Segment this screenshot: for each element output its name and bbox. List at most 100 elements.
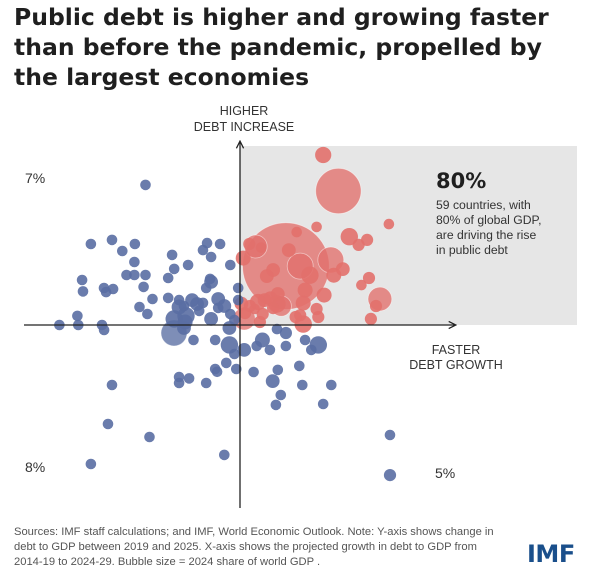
- blue-bubble: [121, 269, 132, 281]
- blue-bubble: [271, 323, 283, 335]
- blue-bubble: [204, 312, 219, 326]
- blue-bubble: [106, 234, 118, 246]
- blue-bubble: [193, 305, 205, 317]
- blue-bubble: [168, 263, 180, 275]
- blue-bubble: [200, 282, 212, 294]
- x-axis-label-line-2: DEBT GROWTH: [409, 358, 503, 372]
- blue-bubble: [85, 238, 97, 250]
- blue-bubble: [219, 449, 230, 461]
- blue-bubble: [212, 302, 224, 314]
- red-bubble: [253, 315, 266, 329]
- red-bubble: [295, 295, 311, 311]
- y-axis-label-line-2: DEBT INCREASE: [194, 120, 295, 134]
- red-bubble: [289, 310, 302, 324]
- quadrant-label-top-left: 7%: [25, 170, 45, 186]
- blue-bubble: [140, 179, 151, 191]
- blue-bubble: [232, 282, 244, 294]
- blue-bubble: [182, 259, 194, 271]
- blue-bubble: [188, 334, 199, 346]
- blue-bubble: [270, 399, 282, 411]
- y-axis-label-line-1: HIGHER: [220, 104, 269, 118]
- blue-bubble: [205, 251, 217, 263]
- callout-line-1: 59 countries, with: [436, 198, 531, 212]
- blue-bubble: [221, 357, 232, 369]
- callout-line-4: in public debt: [436, 243, 508, 257]
- blue-bubble: [251, 340, 262, 352]
- blue-bubble: [76, 274, 88, 286]
- blue-bubble: [72, 310, 83, 322]
- blue-bubble: [383, 469, 397, 482]
- blue-bubble: [106, 379, 118, 391]
- blue-bubble: [229, 348, 240, 360]
- blue-bubble: [173, 377, 185, 389]
- blue-bubble: [280, 340, 292, 352]
- blue-bubble: [142, 308, 153, 320]
- blue-bubble: [85, 458, 97, 470]
- blue-bubble: [326, 379, 337, 391]
- blue-bubble: [275, 389, 287, 401]
- red-bubble: [259, 269, 274, 283]
- red-bubble: [311, 221, 322, 233]
- blue-bubble: [162, 292, 174, 304]
- red-bubble: [291, 226, 303, 238]
- blue-bubble: [77, 286, 89, 297]
- blue-bubble: [384, 429, 396, 441]
- red-bubble: [263, 291, 278, 306]
- blue-bubble: [264, 344, 276, 356]
- blue-bubble: [272, 364, 284, 376]
- chart-title: Public debt is higher and growing faster…: [14, 3, 549, 91]
- blue-bubble: [98, 324, 110, 336]
- red-bubble: [281, 243, 296, 257]
- blue-bubble: [279, 326, 292, 340]
- blue-bubble: [144, 431, 155, 443]
- blue-bubble: [100, 286, 112, 298]
- red-bubble: [383, 218, 395, 230]
- blue-bubble: [183, 373, 195, 384]
- red-bubble: [267, 302, 280, 315]
- red-bubble: [235, 250, 251, 266]
- blue-bubble: [231, 363, 242, 375]
- blue-bubble: [129, 256, 140, 268]
- red-bubble: [364, 312, 377, 325]
- red-bubble: [239, 307, 252, 320]
- blue-bubble: [209, 334, 221, 346]
- blue-bubble: [200, 377, 212, 389]
- red-bubble: [315, 146, 332, 164]
- callout-value: 80%: [436, 169, 486, 193]
- bubble-chart: HIGHER DEBT INCREASE FASTER DEBT GROWTH …: [24, 104, 577, 508]
- red-bubble: [340, 228, 358, 246]
- blue-bubble: [237, 343, 252, 357]
- blue-bubble: [229, 314, 240, 326]
- red-bubble: [316, 287, 332, 303]
- blue-bubble: [166, 249, 178, 261]
- blue-bubble: [162, 272, 174, 284]
- red-bubble: [315, 167, 362, 215]
- source-note: Sources: IMF staff calculations; and IMF…: [14, 526, 494, 568]
- blue-bubble: [248, 366, 259, 378]
- blue-bubble: [117, 245, 128, 257]
- red-bubble: [255, 242, 267, 253]
- quadrant-label-bottom-left: 8%: [25, 459, 45, 475]
- blue-bubble: [299, 334, 311, 346]
- blue-bubble: [129, 269, 140, 281]
- blue-bubble: [177, 321, 191, 335]
- blue-bubble: [129, 238, 141, 250]
- blue-bubble: [102, 418, 114, 430]
- blue-bubble: [225, 259, 236, 271]
- blue-bubble: [201, 237, 213, 249]
- blue-bubble: [140, 269, 151, 281]
- blue-bubble: [209, 363, 221, 375]
- callout-line-2: 80% of global GDP,: [436, 213, 541, 227]
- blue-bubble: [294, 360, 305, 372]
- red-bubble: [356, 279, 367, 291]
- blue-bubble: [297, 379, 308, 391]
- blue-bubble: [204, 273, 216, 285]
- red-bubble: [369, 299, 383, 313]
- red-bubble: [310, 302, 323, 316]
- blue-bubble: [265, 374, 280, 388]
- bubbles-layer: [54, 146, 397, 482]
- red-bubble: [243, 237, 256, 251]
- blue-bubble: [147, 293, 158, 305]
- blue-bubble: [197, 297, 209, 309]
- red-bubble: [301, 266, 319, 284]
